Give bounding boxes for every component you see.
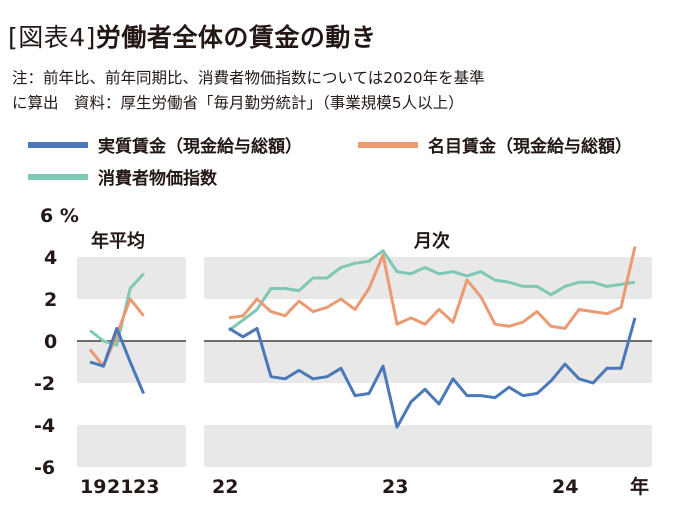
chart-title: [図表4]労働者全体の賃金の動き <box>8 18 376 54</box>
monthly-x-tick-1: 23 <box>382 476 408 498</box>
legend-nominal-wage: 名目賃金（現金給与総額） <box>358 132 632 157</box>
legend-swatch-cpi <box>28 173 88 180</box>
legend-label-nominal: 名目賃金（現金給与総額） <box>428 137 632 157</box>
legend-label-cpi: 消費者物価指数 <box>98 169 217 189</box>
y-tick-label-2: 2 <box>44 289 57 311</box>
annual-x-tick-2: 23 <box>133 476 159 498</box>
note-line-1: 注：前年比、前年同期比、消費者物価指数については2020年を基準 <box>12 69 485 87</box>
y-tick-label-5: -4 <box>34 415 55 437</box>
y-tick-label-0: 6 % <box>40 205 79 227</box>
monthly-series-real <box>228 317 637 429</box>
monthly-x-tick-0: 22 <box>212 476 238 498</box>
legend-label-real: 実質賃金（現金給与総額） <box>98 137 302 157</box>
legend-swatch-nominal <box>358 141 418 148</box>
legend-cpi: 消費者物価指数 <box>28 164 217 189</box>
panel-0-band-0 <box>77 257 186 299</box>
annual-series-cpi <box>89 272 145 347</box>
chart-title-text: 労働者全体の賃金の動き <box>95 23 377 52</box>
panel-0-band-2 <box>77 425 186 467</box>
y-tick-label-6: -6 <box>34 457 55 479</box>
panel-label-monthly: 月次 <box>413 230 450 252</box>
annual-x-tick-0: 19 <box>80 476 106 498</box>
panel-1-band-0 <box>204 257 652 299</box>
y-tick-label-3: 0 <box>44 331 57 353</box>
y-tick-label-1: 4 <box>44 247 57 269</box>
x-axis-year-label: 年 <box>630 475 649 498</box>
legend-real-wage: 実質賃金（現金給与総額） <box>28 132 302 157</box>
figure-label: [図表4] <box>8 23 96 52</box>
note-line-2: に算出 資料：厚生労働省「毎月勤労統計」（事業規模5人以上） <box>12 94 464 112</box>
panel-1-band-2 <box>204 425 652 467</box>
annual-series-real <box>89 326 145 395</box>
legend-swatch-real <box>28 141 88 148</box>
monthly-x-tick-2: 24 <box>552 476 578 498</box>
panel-label-annual: 年平均 <box>91 230 145 252</box>
annual-series-nominal <box>88 297 145 368</box>
monthly-series-nominal <box>228 246 637 330</box>
monthly-series-cpi <box>228 249 636 332</box>
annual-x-tick-1: 21 <box>107 476 133 498</box>
y-tick-label-4: -2 <box>34 373 55 395</box>
